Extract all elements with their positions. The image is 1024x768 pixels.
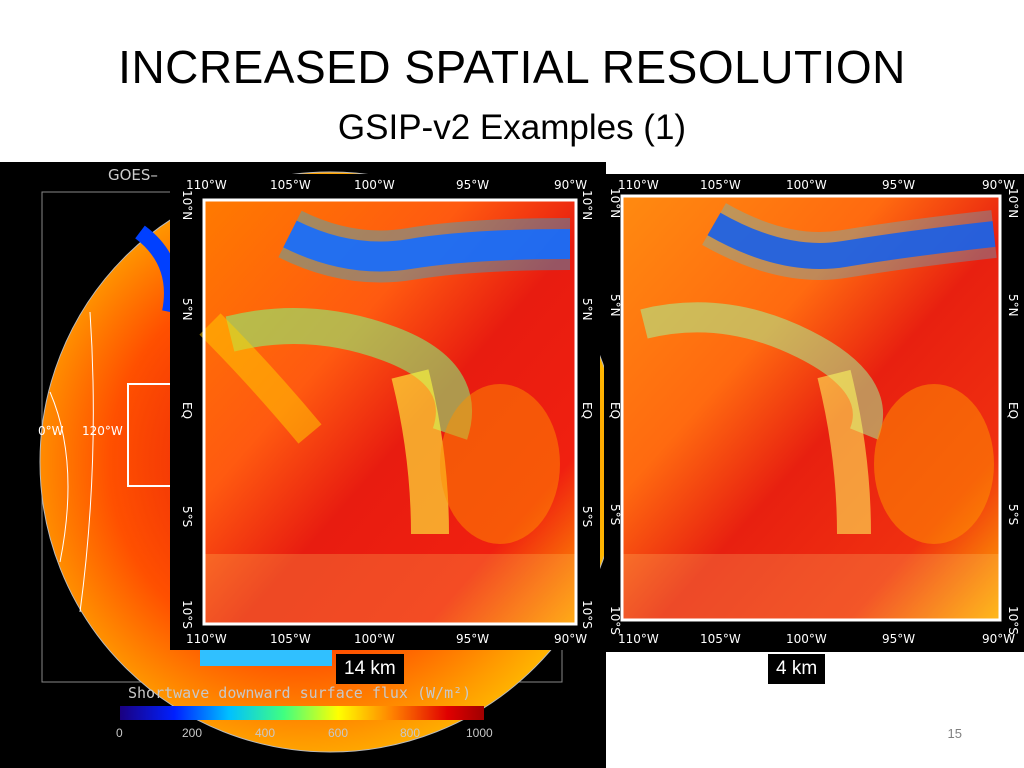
lon-top-90w-r: 90°W xyxy=(982,178,1016,192)
lat-right-eq-r: EQ xyxy=(1006,402,1020,420)
lat-left-10n-r: 10°N xyxy=(608,188,622,219)
lon-bottom-90w: 90°W xyxy=(554,632,588,646)
flux-map-4km xyxy=(620,194,1002,622)
page-number: 15 xyxy=(947,726,962,741)
slide-title: INCREASED SPATIAL RESOLUTION xyxy=(118,41,906,93)
lon-top-100w-r: 100°W xyxy=(786,178,827,192)
lon-bottom-110w-r: 110°W xyxy=(618,632,659,646)
goes-header: GOES– xyxy=(108,166,158,184)
lon-bottom-100w-r: 100°W xyxy=(786,632,827,646)
lon-top-105w: 105°W xyxy=(270,178,311,192)
lon-top-100w: 100°W xyxy=(354,178,395,192)
lon-top-110w: 110°W xyxy=(186,178,227,192)
colorbar-tick-800: 800 xyxy=(400,726,421,740)
lon-bottom-95w-r: 95°W xyxy=(882,632,916,646)
lat-right-5s-r: 5°S xyxy=(1006,504,1020,526)
lat-left-5n-r: 5°N xyxy=(608,294,622,317)
colorbar-tick-200: 200 xyxy=(182,726,203,740)
colorbar-tick-0: 0 xyxy=(116,726,123,740)
resolution-label-14km: 14 km xyxy=(336,654,404,684)
lon-bottom-105w-r: 105°W xyxy=(700,632,741,646)
lon-label-0w: 0°W xyxy=(38,424,64,438)
lon-top-105w-r: 105°W xyxy=(700,178,741,192)
lat-left-10s: 10°S xyxy=(180,600,194,629)
slide-subtitle: GSIP-v2 Examples (1) xyxy=(337,108,687,147)
colorbar-title: Shortwave downward surface flux (W/m²) xyxy=(128,684,472,702)
lat-right-5s: 5°S xyxy=(580,506,594,528)
lat-left-10s-r: 10°S xyxy=(608,606,622,635)
lon-top-95w-r: 95°W xyxy=(882,178,916,192)
lon-label-120w: 120°W xyxy=(82,424,123,438)
lat-left-5s-r: 5°S xyxy=(608,504,622,526)
lon-bottom-110w: 110°W xyxy=(186,632,227,646)
colorbar-tick-600: 600 xyxy=(328,726,349,740)
lat-right-10s-r: 10°S xyxy=(1006,606,1020,635)
lat-right-10n-r: 10°N xyxy=(1006,188,1020,219)
map-panel-4km: 110°W 105°W 100°W 95°W 90°W 110°W 105°W … xyxy=(604,174,1024,652)
lon-top-90w: 90°W xyxy=(554,178,588,192)
lat-left-eq-r: EQ xyxy=(608,402,622,420)
lon-bottom-100w: 100°W xyxy=(354,632,395,646)
flux-map-14km xyxy=(199,198,578,626)
lat-left-10n: 10°N xyxy=(180,190,194,221)
lat-right-10s: 10°S xyxy=(580,600,594,629)
lat-left-5s: 5°S xyxy=(180,506,194,528)
colorbar-tick-400: 400 xyxy=(255,726,276,740)
lat-right-10n: 10°N xyxy=(580,190,594,221)
lon-bottom-90w-r: 90°W xyxy=(982,632,1016,646)
colorbar-tick-1000: 1000 xyxy=(466,726,493,740)
lat-left-5n: 5°N xyxy=(180,298,194,321)
resolution-label-4km: 4 km xyxy=(768,654,826,684)
lat-left-eq: EQ xyxy=(180,402,194,420)
lat-right-5n: 5°N xyxy=(580,298,594,321)
map-panel-14km: 110°W 105°W 100°W 95°W 90°W 110°W 105°W … xyxy=(170,174,600,650)
lat-right-5n-r: 5°N xyxy=(1006,294,1020,317)
lon-bottom-95w: 95°W xyxy=(456,632,490,646)
lon-top-110w-r: 110°W xyxy=(618,178,659,192)
lon-bottom-105w: 105°W xyxy=(270,632,311,646)
lat-right-eq: EQ xyxy=(580,402,594,420)
lon-top-95w: 95°W xyxy=(456,178,490,192)
colorbar xyxy=(120,706,484,720)
